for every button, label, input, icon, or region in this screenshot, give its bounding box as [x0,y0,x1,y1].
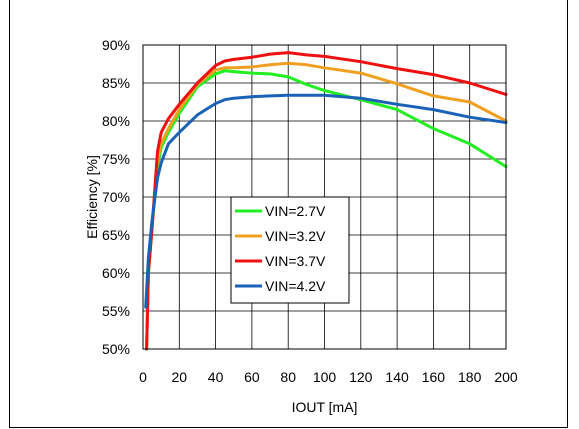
y-axis-label: Efficiency [%] [84,155,100,239]
legend-entry-label: VIN=4.2V [265,278,326,294]
y-axis-tick-labels: 50% 55% 60% 65% 70% 75% 80% 85% 90% [102,37,130,357]
series-line-vin-3-7v [145,51,508,351]
x-tick-label: 200 [494,369,518,385]
x-tick-label: 100 [313,369,337,385]
legend-entry-label: VIN=3.7V [265,253,326,269]
series-lines [144,51,508,351]
x-axis-tick-labels: 0 20 40 60 80 100 120 140 160 180 200 [139,369,518,385]
legend: VIN=2.7V VIN=3.2V VIN=3.7V VIN=4.2V [230,196,350,304]
x-tick-label: 180 [458,369,482,385]
y-tick-label: 55% [102,303,130,319]
y-tick-label: 65% [102,227,130,243]
x-tick-label: 80 [280,369,296,385]
x-axis-label: IOUT [mA] [292,399,358,415]
legend-entry-label: VIN=3.2V [265,228,326,244]
y-tick-label: 50% [102,341,130,357]
y-tick-label: 75% [102,151,130,167]
legend-entry-label: VIN=2.7V [265,203,326,219]
plot-area-border [142,44,507,350]
x-tick-label: 60 [244,369,260,385]
x-tick-label: 20 [172,369,188,385]
y-tick-label: 80% [102,113,130,129]
y-tick-label: 70% [102,189,130,205]
x-tick-label: 40 [208,369,224,385]
x-tick-label: 120 [349,369,373,385]
x-tick-label: 0 [139,369,147,385]
series-line-vin-4-2v [144,93,508,309]
y-tick-label: 60% [102,265,130,281]
y-tick-label: 90% [102,37,130,53]
x-tick-label: 140 [385,369,409,385]
x-tick-label: 160 [422,369,446,385]
y-tick-label: 85% [102,75,130,91]
